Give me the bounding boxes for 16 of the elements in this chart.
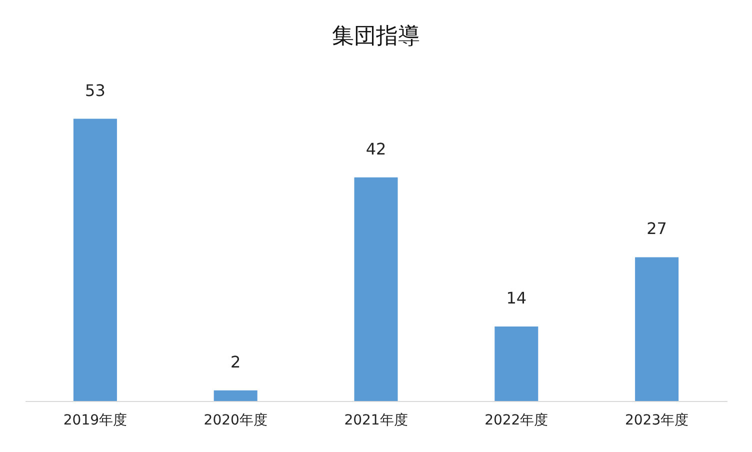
bar: [494, 326, 538, 401]
data-label: 2: [230, 352, 241, 372]
bar: [214, 390, 258, 401]
chart-title: 集団指導: [332, 24, 420, 49]
data-label: 27: [646, 219, 667, 238]
bar: [635, 257, 679, 401]
x-tick-label: 2019年度: [63, 412, 128, 428]
bar: [354, 177, 398, 401]
bar: [73, 118, 117, 401]
x-tick-label: 2020年度: [204, 412, 268, 428]
data-label: 53: [85, 80, 106, 100]
x-tick-label: 2022年度: [484, 412, 548, 428]
x-tick-label: 2023年度: [624, 412, 689, 428]
x-tick-label: 2021年度: [344, 412, 408, 428]
data-label: 14: [506, 288, 527, 308]
data-label: 42: [366, 139, 386, 158]
